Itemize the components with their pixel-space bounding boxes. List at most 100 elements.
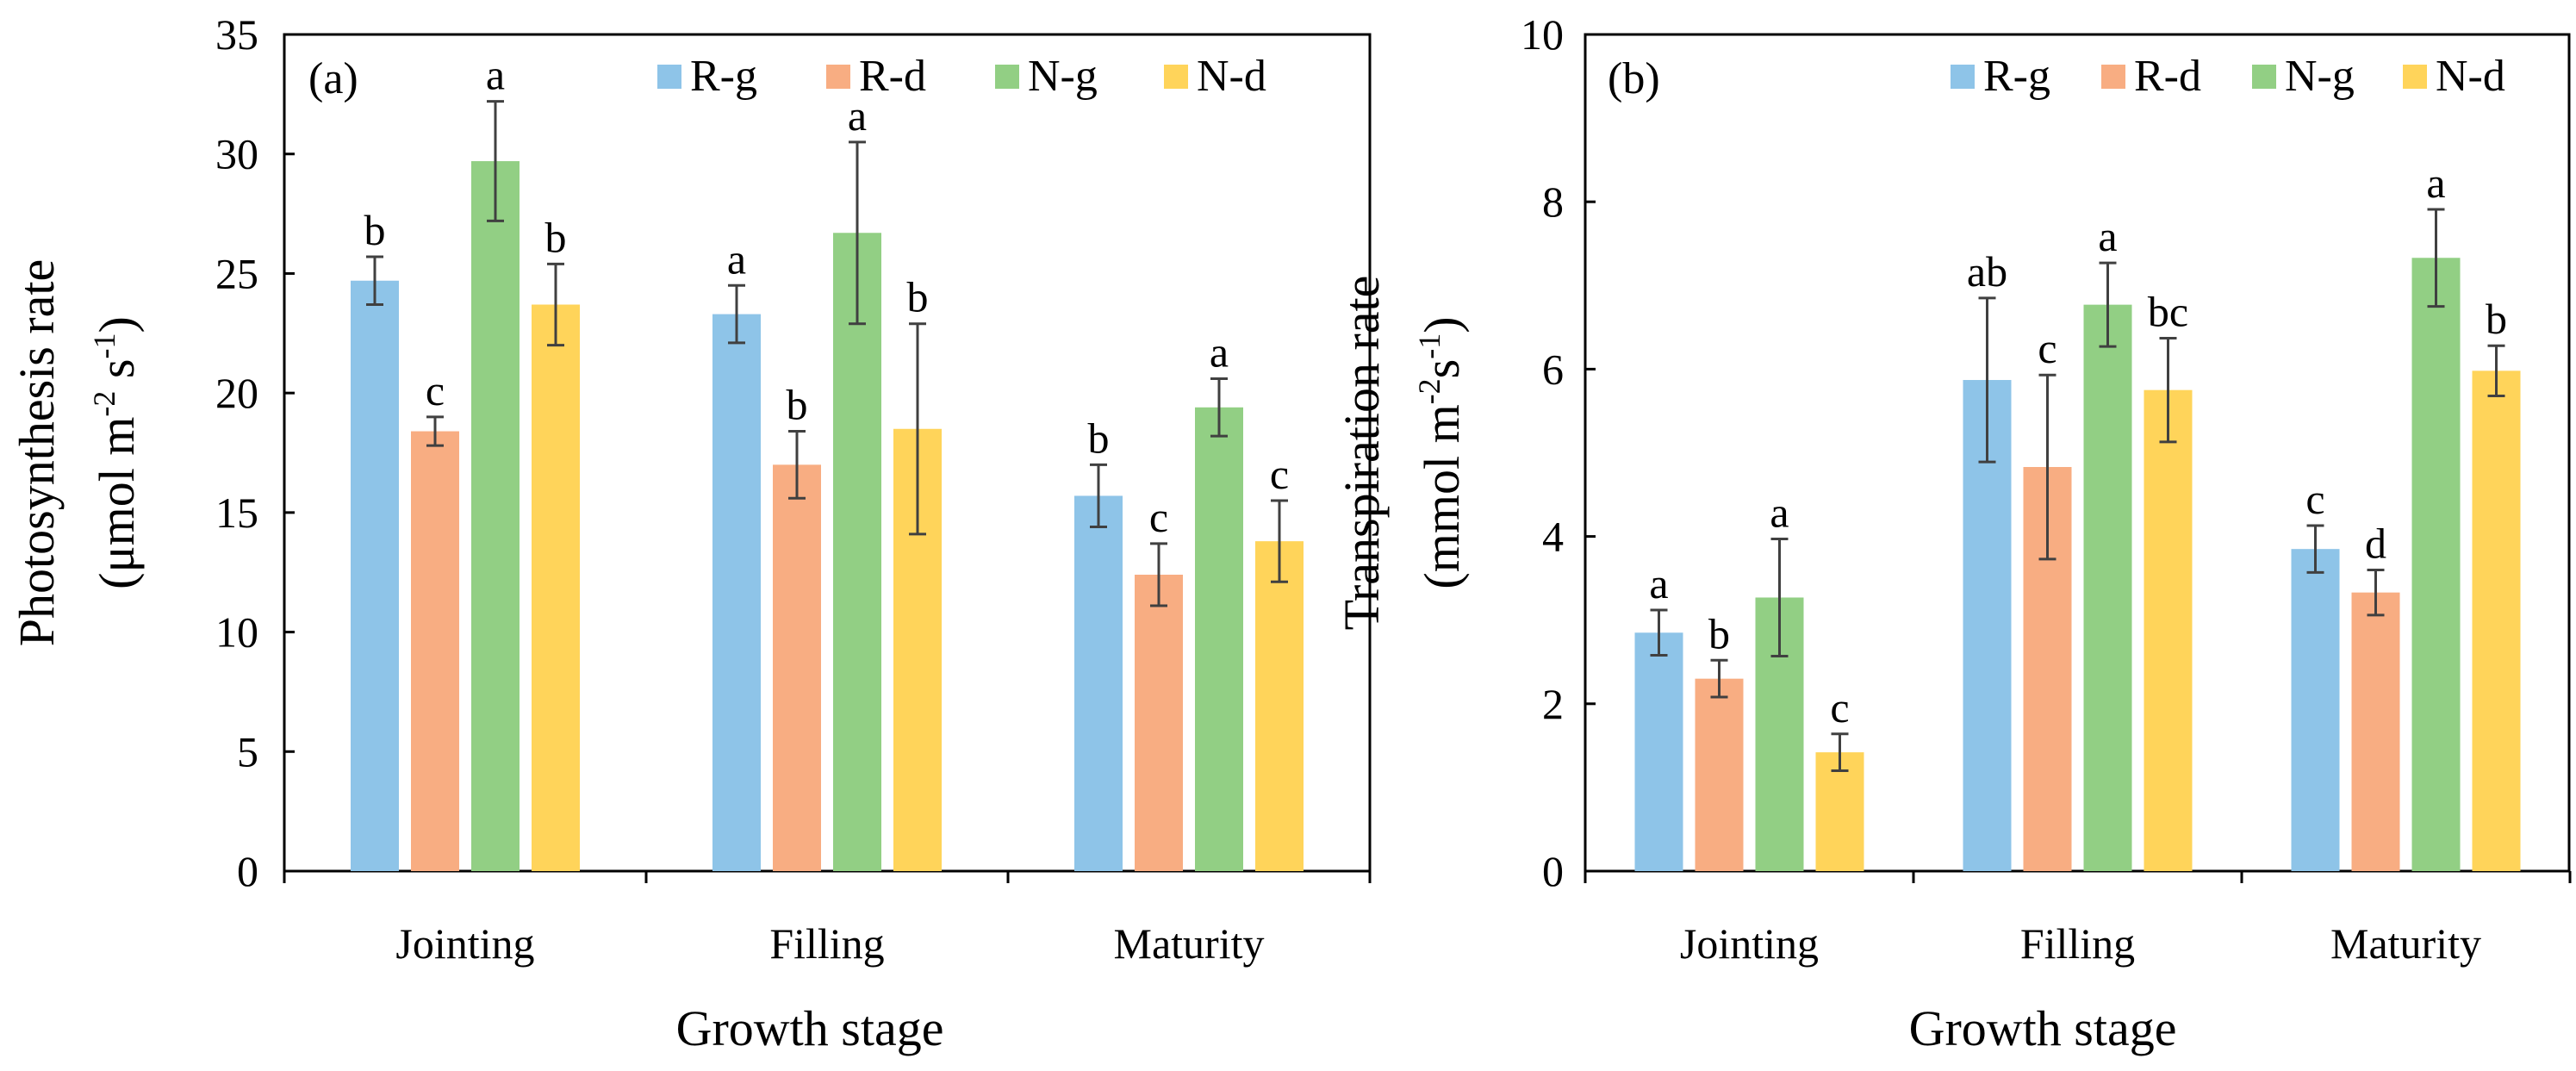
y-tick-label: 20 [215, 369, 258, 417]
significance-letter: bc [2148, 287, 2188, 335]
significance-letter: a [1770, 489, 1789, 537]
significance-letter: b [545, 213, 567, 261]
legend-label-n-g: N-g [1028, 52, 1098, 101]
significance-letter: b [1088, 414, 1110, 462]
x-category-label-jointing: Jointing [395, 919, 534, 968]
bar-r-d-jointing [411, 431, 459, 871]
significance-letter: b [2486, 295, 2507, 343]
y-tick-label: 6 [1542, 345, 1564, 393]
unit-text: (μmol m [89, 417, 145, 589]
bar-r-d-filling [773, 464, 821, 871]
superscript: -2 [87, 391, 121, 417]
legend-label-n-d: N-d [2436, 52, 2505, 101]
plot-frame [1584, 33, 2571, 873]
y-tick-label: 15 [215, 489, 258, 537]
y-axis-title-line1: Transpiration rate [1334, 276, 1390, 631]
y-tick-label: 5 [237, 727, 258, 775]
x-category-label-maturity: Maturity [1114, 919, 1265, 968]
legend-swatch-n-g [995, 65, 1019, 89]
y-tick-label: 30 [215, 130, 258, 178]
significance-letter: a [486, 51, 505, 99]
bar-n-d-jointing [532, 304, 580, 872]
bar-r-g-maturity [2291, 549, 2340, 871]
x-axis-title: Growth stage [1909, 1000, 2177, 1056]
significance-letter: a [1649, 559, 1668, 607]
y-axis-title-line1: Photosynthesis rate [9, 259, 65, 646]
y-tick-label: 25 [215, 249, 258, 297]
significance-letter: a [1210, 327, 1229, 376]
significance-letter: c [1149, 493, 1168, 541]
significance-letter: c [2305, 475, 2324, 523]
bar-n-g-filling [833, 233, 881, 871]
bar-r-g-jointing [351, 280, 399, 871]
y-tick-label: 2 [1542, 680, 1564, 728]
legend-swatch-r-g [1951, 65, 1975, 89]
legend-label-r-d: R-d [859, 52, 926, 101]
significance-letter: b [787, 381, 808, 429]
bar-r-d-maturity [2351, 592, 2400, 871]
y-tick-label: 10 [1521, 10, 1564, 59]
legend-swatch-r-g [657, 65, 681, 89]
significance-letter: c [426, 366, 445, 414]
superscript: -1 [87, 333, 121, 358]
x-category-label-maturity: Maturity [2330, 919, 2481, 968]
panel-a-photosynthesis-chart: 0 5 10 15 20 25 30 35 Jointing Filling Maturity Gro… [9, 10, 1372, 1056]
bar-n-d-maturity [2472, 370, 2521, 871]
significance-letter: c [1270, 450, 1289, 498]
significance-letter: b [1708, 609, 1730, 657]
significance-letter: b [364, 206, 386, 254]
significance-letter: b [907, 273, 929, 321]
legend-label-r-g: R-g [1983, 52, 2050, 101]
legend-swatch-r-d [826, 65, 850, 89]
y-tick-label: 4 [1542, 513, 1564, 561]
legend-swatch-n-d [2403, 65, 2427, 89]
panel-b-transpiration-chart: 0 2 4 6 8 10 Jointing Filling Maturity Growth sta… [1334, 10, 2572, 1056]
legend-swatch-r-d [2101, 65, 2125, 89]
bar-n-g-maturity [1195, 407, 1243, 871]
significance-letter: a [848, 91, 867, 140]
bar-r-g-filling [712, 314, 761, 871]
x-category-label-filling: Filling [769, 919, 884, 968]
bar-n-d-jointing [1815, 752, 1864, 871]
y-tick-label: 10 [215, 608, 258, 657]
superscript: -1 [1412, 333, 1447, 359]
x-axis-title: Growth stage [676, 1000, 944, 1056]
y-tick-label: 35 [215, 10, 258, 59]
bar-r-d-jointing [1695, 678, 1744, 871]
legend-label-n-g: N-g [2285, 52, 2355, 101]
significance-letter: ab [1967, 247, 2007, 296]
significance-letter: c [1830, 683, 1849, 732]
x-category-label-filling: Filling [2020, 919, 2135, 968]
legend-label-n-d: N-d [1197, 52, 1266, 101]
significance-letter: c [2038, 324, 2056, 372]
y-tick-label: 8 [1542, 177, 1564, 226]
significance-letter: a [727, 234, 746, 283]
y-tick-label: 0 [1542, 847, 1564, 895]
y-tick-label: 0 [237, 847, 258, 895]
legend-swatch-n-d [1164, 65, 1188, 89]
unit-text: s [89, 358, 145, 390]
legend-label-r-g: R-g [690, 52, 757, 101]
bar-r-d-maturity [1135, 574, 1183, 871]
plot-frame [283, 33, 1372, 873]
superscript: -2 [1412, 378, 1447, 404]
significance-letter: d [2365, 519, 2386, 567]
bar-n-d-maturity [1255, 541, 1304, 871]
panel-label: (a) [308, 54, 358, 103]
y-axis-title-line2: (mmol m-2s-1) [1412, 316, 1470, 588]
significance-letter: a [2098, 212, 2117, 260]
bar-n-d-filling [2144, 389, 2193, 871]
unit-text: ) [89, 316, 145, 333]
bar-n-g-filling [2083, 304, 2132, 871]
bar-r-g-jointing [1634, 632, 1683, 871]
unit-text: ) [1414, 316, 1470, 333]
y-axis-title-line2: (μmol m-2 s-1) [87, 316, 145, 589]
significance-letter: a [2426, 159, 2445, 207]
bar-r-g-maturity [1074, 495, 1123, 871]
x-category-label-jointing: Jointing [1680, 919, 1819, 968]
legend-swatch-n-g [2252, 65, 2276, 89]
panel-label: (b) [1608, 54, 1660, 103]
unit-text: (mmol m [1414, 404, 1470, 588]
unit-text: s [1414, 359, 1470, 379]
